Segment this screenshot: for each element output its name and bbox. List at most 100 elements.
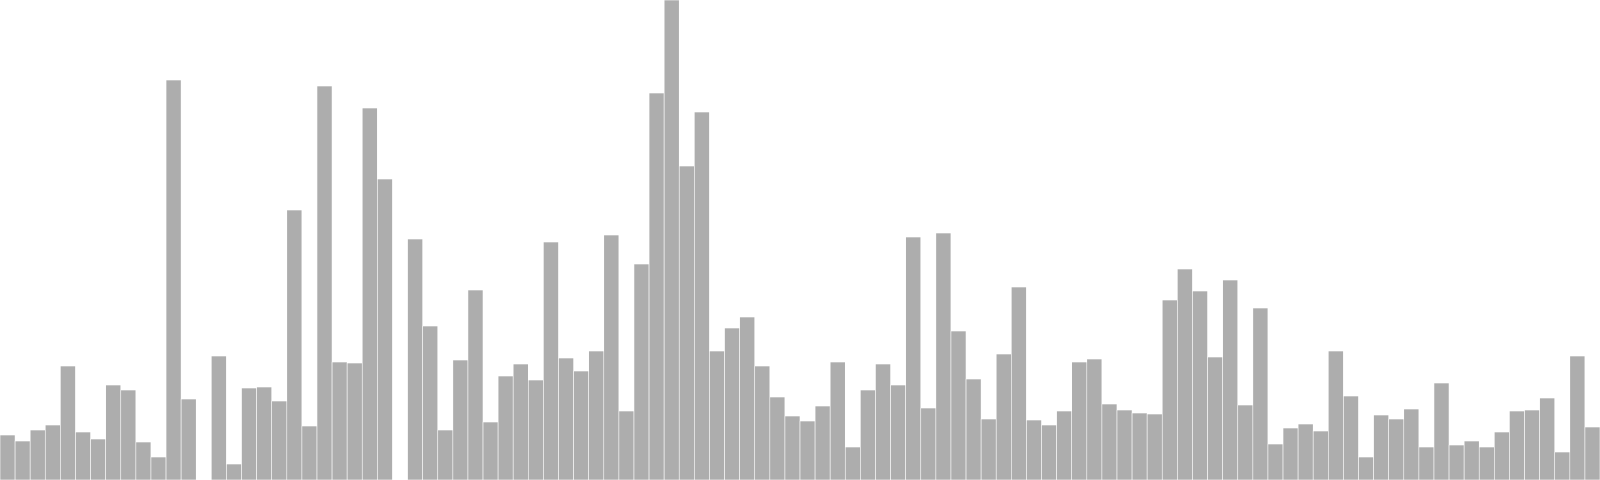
bar-35: [527, 379, 544, 480]
bar-64: [965, 378, 982, 480]
bar-105: [1584, 426, 1600, 480]
bar-46: [694, 111, 710, 480]
bar-22: [331, 361, 348, 480]
bar-42: [633, 263, 650, 480]
bar-8: [120, 389, 137, 480]
bar-6: [90, 438, 106, 480]
bar-75: [1131, 412, 1148, 480]
bar-19: [286, 209, 303, 480]
bar-41: [618, 410, 635, 480]
bar-23: [346, 362, 363, 480]
bar-31: [467, 289, 484, 480]
bar-9: [135, 441, 152, 480]
bar-30: [452, 359, 469, 480]
bar-94: [1418, 446, 1435, 480]
bar-18: [271, 400, 288, 480]
bar-10: [150, 456, 167, 480]
bar-59: [890, 384, 906, 480]
bar-70: [1056, 410, 1072, 480]
bar-14: [211, 355, 227, 480]
bar-29: [437, 429, 454, 480]
bar-0: [0, 434, 16, 480]
bar-61: [920, 407, 937, 480]
bar-99: [1494, 431, 1510, 480]
bar-102: [1539, 397, 1556, 480]
bar-56: [844, 446, 861, 480]
bar-3: [44, 424, 61, 480]
bar-47: [709, 350, 725, 480]
bar-97: [1463, 440, 1480, 480]
bar-25: [377, 178, 393, 480]
bar-24: [361, 107, 378, 480]
bar-33: [497, 375, 514, 480]
bar-39: [588, 350, 605, 480]
bar-57: [860, 389, 876, 480]
bar-48: [724, 327, 740, 480]
bar-95: [1433, 382, 1450, 480]
bar-16: [241, 387, 257, 480]
bar-52: [784, 415, 801, 480]
bar-40: [603, 234, 620, 480]
bar-66: [995, 353, 1012, 480]
bar-81: [1222, 279, 1239, 480]
bar-87: [1312, 430, 1329, 480]
bar-69: [1041, 424, 1057, 480]
bar-28: [422, 325, 439, 480]
bar-73: [1101, 403, 1118, 480]
bar-37: [558, 357, 574, 480]
bar-53: [799, 420, 816, 480]
bar-67: [1011, 286, 1027, 480]
bar-72: [1086, 358, 1103, 480]
bar-86: [1297, 423, 1314, 480]
bar-91: [1373, 414, 1389, 480]
bar-98: [1478, 446, 1495, 480]
bar-74: [1116, 409, 1133, 480]
bar-62: [935, 232, 952, 480]
bar-55: [829, 361, 846, 480]
bar-76: [1146, 413, 1163, 480]
bar-5: [75, 431, 91, 480]
bar-45: [678, 165, 695, 480]
bar-71: [1071, 361, 1088, 480]
bar-54: [814, 405, 831, 480]
bar-12: [180, 398, 197, 480]
bar-27: [407, 238, 423, 480]
bar-15: [226, 463, 242, 480]
bar-4: [60, 365, 76, 480]
bar-11: [165, 79, 182, 480]
bar-21: [316, 85, 333, 480]
bar-85: [1282, 427, 1299, 480]
bar-100: [1509, 410, 1525, 480]
bar-17: [256, 386, 272, 480]
bar-2: [29, 429, 46, 480]
bar-43: [648, 92, 665, 480]
bar-89: [1343, 395, 1359, 480]
bar-32: [482, 421, 499, 480]
bar-34: [512, 363, 529, 480]
bar-79: [1192, 290, 1208, 480]
bar-68: [1026, 419, 1042, 480]
bar-104: [1569, 355, 1586, 480]
bar-1: [14, 440, 31, 480]
bar-38: [573, 370, 589, 480]
bar-83: [1252, 307, 1269, 480]
bar-60: [905, 236, 922, 480]
bar-93: [1403, 408, 1420, 480]
bar-101: [1524, 409, 1540, 480]
bar-49: [739, 316, 756, 480]
bar-58: [875, 363, 891, 480]
bar-77: [1161, 299, 1178, 480]
bar-90: [1358, 456, 1374, 480]
bar-78: [1177, 268, 1193, 480]
bar-36: [543, 241, 559, 480]
bar-51: [769, 396, 786, 480]
bar-82: [1237, 404, 1254, 480]
bar-7: [105, 384, 122, 480]
bar-20: [301, 425, 318, 480]
bar-96: [1448, 444, 1465, 480]
bar-80: [1207, 356, 1223, 480]
bar-84: [1267, 443, 1284, 480]
bar-92: [1388, 418, 1405, 480]
